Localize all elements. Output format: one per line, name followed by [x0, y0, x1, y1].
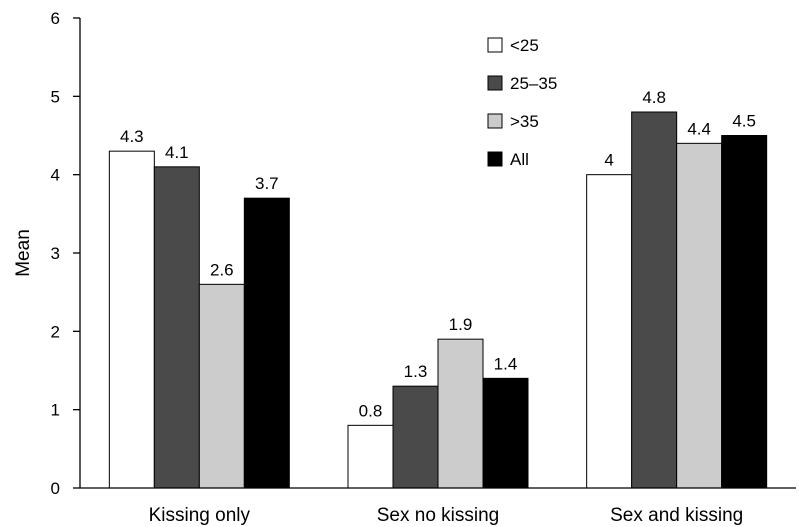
data-labels: 4.3 4.1 2.6 3.7 0.8 1.3 1.9 1.4 4 4.8 4.4 4.5 — [120, 88, 756, 420]
bar-value-label: 2.6 — [210, 260, 234, 279]
bar-value-label: 4.1 — [165, 143, 189, 162]
bar-value-label: 4 — [604, 151, 613, 170]
legend-swatch — [487, 37, 503, 53]
y-axis-ticks: 0 1 2 3 4 5 6 — [51, 9, 80, 498]
bar-value-label: 4.3 — [120, 127, 144, 146]
legend-label: All — [510, 150, 529, 169]
legend-label: <25 — [510, 36, 539, 55]
legend-label: 25–35 — [510, 74, 557, 93]
bar-0-3 — [243, 197, 290, 489]
legend-label: >35 — [510, 112, 539, 131]
bar-2-1 — [631, 111, 678, 489]
bar-value-label: 4.4 — [687, 119, 711, 138]
category-label: Kissing only — [149, 505, 251, 526]
bar-value-label: 1.4 — [494, 354, 518, 373]
bar-value-label: 4.8 — [642, 88, 666, 107]
bar-0-2 — [198, 283, 245, 489]
bar-value-label: 1.3 — [404, 362, 428, 381]
legend-swatch — [487, 75, 503, 91]
bar-1-1 — [392, 385, 439, 489]
y-tick-label: 6 — [51, 9, 60, 28]
legend-swatch — [487, 113, 503, 129]
legend: <25 25–35 >35 All — [487, 36, 557, 169]
bar-2-3 — [721, 135, 768, 489]
y-tick-label: 3 — [51, 244, 60, 263]
bar-value-label: 1.9 — [449, 315, 473, 334]
bar-2-0 — [586, 174, 633, 489]
bars — [108, 111, 768, 489]
bar-1-2 — [437, 338, 484, 489]
bar-0-0 — [108, 150, 155, 489]
y-tick-label: 0 — [51, 479, 60, 498]
category-labels: Kissing only Sex no kissing Sex and kissin… — [149, 505, 744, 526]
y-tick-label: 1 — [51, 401, 60, 420]
bar-value-label: 3.7 — [255, 174, 279, 193]
y-tick-label: 2 — [51, 322, 60, 341]
category-label: Sex no kissing — [377, 505, 500, 526]
y-tick-label: 5 — [51, 87, 60, 106]
y-tick-label: 4 — [51, 166, 60, 185]
bar-2-2 — [676, 142, 723, 489]
bar-1-0 — [347, 424, 394, 489]
legend-swatch — [487, 151, 503, 167]
bar-0-1 — [153, 166, 200, 489]
category-label: Sex and kissing — [610, 505, 743, 526]
bar-1-3 — [482, 377, 529, 489]
bar-value-label: 0.8 — [359, 401, 383, 420]
y-axis-label: Mean — [13, 229, 34, 277]
bar-value-label: 4.5 — [732, 112, 756, 131]
